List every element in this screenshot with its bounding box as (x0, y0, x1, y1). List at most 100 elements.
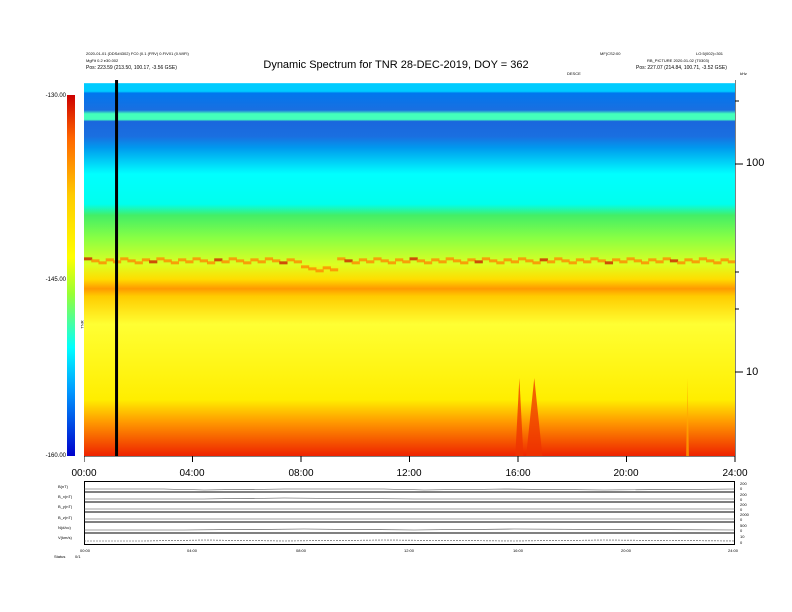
plasma-line-segment (98, 261, 107, 265)
plasma-line-segment (322, 266, 331, 270)
right-scale-7: 2000 (740, 512, 749, 517)
lower-x-tick-5: 20:00 (621, 548, 632, 553)
status-label: Status (54, 554, 66, 559)
plasma-line-segment (358, 258, 368, 262)
plasma-line-segment (546, 260, 556, 264)
colorbar-tick-mid: -145.00 (45, 277, 66, 283)
plasma-line-segment (677, 261, 686, 265)
plasma-line-segment (431, 258, 440, 262)
header-subtitle: DESCE (567, 71, 581, 76)
right-scale-1: 200 (740, 481, 747, 486)
right-scale-10: 0 (740, 528, 743, 533)
x-tick-0400: 04:00 (179, 468, 205, 479)
y-tick-10: 10 (746, 366, 759, 378)
plasma-line-segment (402, 260, 411, 264)
right-scale-5: 200 (740, 502, 747, 507)
plasma-line-segment (474, 260, 483, 264)
header-left-line3: Pos: 223.59 (213.50, 100.17, -3.56 GSE) (86, 65, 177, 71)
plasma-line-segment (597, 259, 606, 263)
plasma-line-segment (243, 261, 252, 265)
plasma-line-segment (351, 261, 360, 265)
plasma-line-segment (214, 258, 223, 262)
plasma-line-segment (373, 257, 382, 261)
plasma-line-segment (575, 258, 585, 262)
x-axis (84, 456, 736, 462)
plasma-line-segment (626, 257, 635, 261)
plasma-line-segment (105, 258, 114, 262)
header-right-line3: Pos: 227.07 (214.84, 100.71, -3.52 GSE) (636, 65, 727, 71)
x-tick-2400: 24:00 (722, 468, 748, 479)
y-axis-right (735, 80, 743, 456)
plasma-line-segment (503, 258, 512, 262)
header-right-line2: RB_PICTURE 2020-01-02 (T0303) (647, 58, 710, 63)
plasma-line-segment (141, 258, 151, 262)
plasma-line-segment (272, 259, 281, 263)
plasma-line-segment (720, 258, 729, 262)
chart-title: Dynamic Spectrum for TNR 28-DEC-2019, DO… (263, 59, 529, 71)
plasma-line-segment (727, 260, 735, 264)
status-value: 0/1 (75, 554, 81, 559)
plasma-line-segment (264, 257, 274, 261)
plasma-line-segment (149, 260, 158, 264)
plasma-line-segment (366, 260, 375, 264)
plasma-line-segment (496, 261, 505, 265)
lower-row-label-bz: B_z(nT) (58, 515, 73, 520)
lower-x-tick-4: 16:00 (513, 548, 524, 553)
right-scale-12: 0 (740, 540, 743, 545)
plasma-line-segment (460, 261, 469, 265)
right-scale-9: 500 (740, 523, 747, 528)
x-tick-2000: 20:00 (613, 468, 639, 479)
plasma-line-segment (539, 258, 548, 262)
plasma-line-segment (619, 260, 628, 264)
plasma-line-segment (329, 268, 339, 272)
lower-row-label-v: V(km/s) (58, 535, 72, 540)
plasma-line-segment (170, 261, 180, 265)
plasma-line-segment (691, 260, 700, 264)
header-right-b: LO:5(002)=301 (696, 51, 724, 56)
plasma-line-layer (84, 257, 735, 273)
plasma-line-segment (568, 261, 577, 265)
plasma-line-segment (467, 258, 476, 262)
right-scale-11: 10 (740, 534, 745, 539)
right-scale-6: 0 (740, 507, 743, 512)
plasma-line-segment (612, 258, 621, 262)
header-right-a: MF(CS2:00 (600, 51, 621, 56)
lower-x-tick-3: 12:00 (404, 548, 415, 553)
plasma-line-segment (640, 261, 650, 265)
right-scale-8: 0 (740, 517, 743, 522)
plasma-line-segment (583, 260, 592, 264)
y-tick-100: 100 (746, 157, 765, 169)
lower-x-tick-6: 24:00 (728, 548, 739, 553)
plasma-line-segment (525, 259, 534, 263)
plasma-line-segment (684, 258, 693, 262)
plasma-line-segment (518, 257, 527, 261)
plasma-line-segment (452, 259, 462, 263)
plasma-line-segment (344, 259, 353, 263)
radio-burst (526, 378, 543, 456)
plasma-line-segment (423, 261, 433, 265)
lower-row-label-n: N(#/cc) (58, 525, 71, 530)
lower-row-label-bx: B_x(nT) (58, 494, 73, 499)
plasma-line-segment (228, 257, 237, 261)
plasma-line-segment (163, 259, 172, 263)
plasma-line-segment (380, 259, 389, 263)
plasma-line-segment (279, 261, 288, 265)
plasma-line-segment (156, 257, 165, 261)
lower-x-tick-2: 08:00 (296, 548, 307, 553)
colorbar-tick-bottom: -160.00 (45, 453, 66, 459)
colorbar-tick-top: -130.00 (45, 93, 66, 99)
spectrogram (84, 80, 735, 456)
corner-unit: kHz (740, 71, 747, 76)
plasma-line-segment (127, 259, 136, 263)
plasma-line-segment (134, 261, 143, 265)
plasma-line-segment (481, 257, 491, 261)
lower-x-tick-0: 00:00 (80, 548, 91, 553)
lower-panel (84, 481, 736, 545)
x-tick-1600: 16:00 (505, 468, 531, 479)
plasma-line-segment (178, 258, 187, 262)
colorbar (67, 95, 75, 456)
right-scale-2: 0 (740, 486, 743, 491)
plasma-line-segment (395, 258, 404, 262)
plasma-line-segment (445, 257, 454, 261)
plasma-line-segment (257, 260, 266, 264)
